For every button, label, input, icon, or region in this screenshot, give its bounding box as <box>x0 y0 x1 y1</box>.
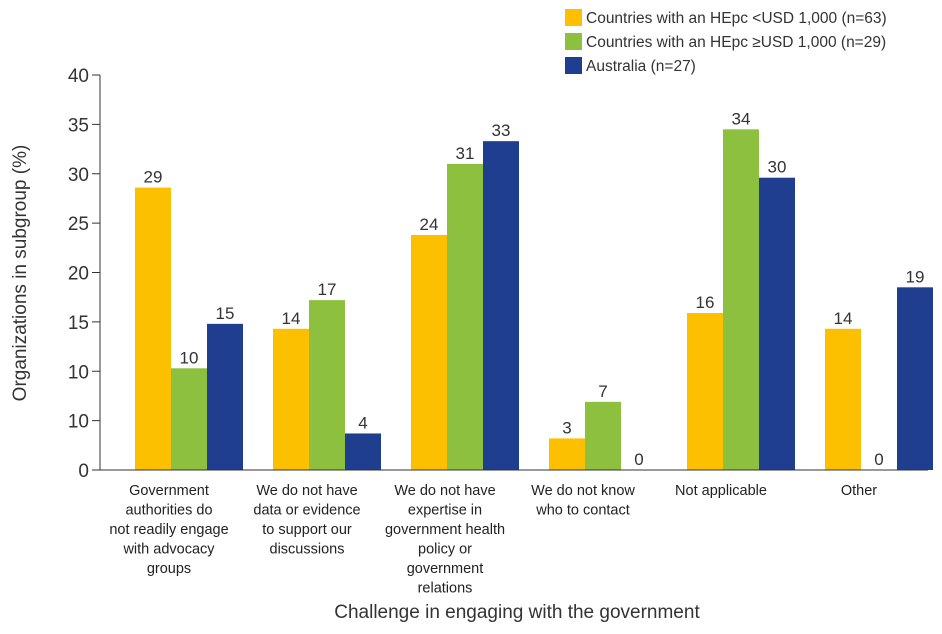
data-label: 30 <box>768 158 787 177</box>
bar-4-series-2 <box>585 401 621 470</box>
x-axis-label: Challenge in engaging with the governmen… <box>334 602 700 623</box>
bar-3-series-3 <box>483 141 519 470</box>
x-category-label: We do not have data or evidence to support… <box>253 483 360 558</box>
legend-swatch-3 <box>565 57 582 74</box>
bar-4-series-1 <box>549 438 585 470</box>
y-tick-label: 40 <box>68 66 89 87</box>
bar-2-series-2 <box>309 300 345 470</box>
bar-5-series-1 <box>687 312 723 470</box>
bar-6-series-3 <box>897 287 933 470</box>
data-label: 10 <box>180 348 199 367</box>
bar-3-series-2 <box>447 163 483 470</box>
legend-label-3: Australia (n=27) <box>586 58 696 75</box>
bar-5-series-3 <box>759 177 795 470</box>
data-label: 7 <box>598 382 607 401</box>
data-label: 16 <box>696 293 715 312</box>
legend-swatch-2 <box>565 33 582 50</box>
bar-3-series-1 <box>411 234 447 470</box>
y-tick-label: 0 <box>78 461 89 482</box>
x-category-label: Not applicable <box>675 483 767 499</box>
y-axis-label: Organizations in subgroup (%) <box>10 145 31 402</box>
data-label: 34 <box>732 109 751 128</box>
legend-label-1: Countries with an HEpc <USD 1,000 (n=63) <box>586 10 887 27</box>
data-label: 24 <box>420 215 439 234</box>
legend-label-2: Countries with an HEpc ≥USD 1,000 (n=29) <box>586 34 886 51</box>
x-category-label: We do not know who to contact <box>531 483 635 519</box>
bar-1-series-3 <box>207 323 243 470</box>
y-tick-label: 15 <box>68 313 89 334</box>
data-label: 0 <box>634 450 643 469</box>
data-label: 17 <box>318 280 337 299</box>
x-category-label: Other <box>841 483 877 499</box>
x-category-label: Government authorities do not readily enga… <box>109 483 228 577</box>
y-tick-label: 35 <box>68 115 89 136</box>
legend-swatch-1 <box>565 9 582 26</box>
data-label: 15 <box>216 304 235 323</box>
bar-1-series-1 <box>135 187 171 470</box>
y-tick-label: 10 <box>68 362 89 383</box>
data-label: 3 <box>562 418 571 437</box>
data-label: 31 <box>456 144 475 163</box>
x-axis: Government authorities do not readily enga… <box>100 469 928 597</box>
bar-2-series-3 <box>345 433 381 470</box>
bar-6-series-1 <box>825 328 861 470</box>
data-label: 19 <box>906 267 925 286</box>
bar-5-series-2 <box>723 129 759 470</box>
y-tick-label: 30 <box>68 165 89 186</box>
bar-1-series-2 <box>171 368 207 470</box>
data-label: 14 <box>834 309 853 328</box>
data-label: 29 <box>144 168 163 187</box>
y-axis: 0 10 10 15 20 25 30 35 40 <box>68 66 101 482</box>
legend: Countries with an HEpc <USD 1,000 (n=63)… <box>565 9 887 75</box>
y-tick-label: 20 <box>68 264 89 285</box>
bar-2-series-1 <box>273 328 309 470</box>
data-label: 4 <box>358 413 367 432</box>
data-label: 33 <box>492 121 511 140</box>
y-tick-label: 10 <box>68 412 89 433</box>
y-tick-label: 25 <box>68 214 89 235</box>
x-category-label: We do not have expertise in government hea… <box>385 483 505 597</box>
data-label: 0 <box>874 450 883 469</box>
data-label: 14 <box>282 309 301 328</box>
